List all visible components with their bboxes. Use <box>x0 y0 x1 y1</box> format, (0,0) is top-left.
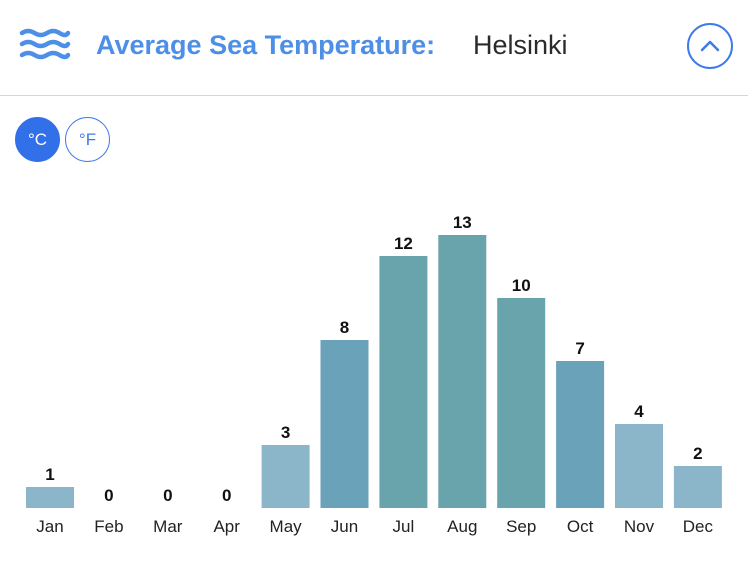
bar-value-label: 12 <box>394 234 413 253</box>
month-label: Jan <box>36 517 63 536</box>
bar-value-label: 0 <box>163 486 172 505</box>
month-label: Mar <box>153 517 183 536</box>
bar-dec[interactable] <box>673 466 722 508</box>
bar-value-label: 7 <box>575 339 584 358</box>
city-name: Helsinki <box>473 30 568 60</box>
fahrenheit-toggle[interactable]: °F <box>65 117 110 162</box>
bar-jul[interactable] <box>379 256 428 508</box>
bar-value-label: 3 <box>281 423 290 442</box>
bar-nov[interactable] <box>615 424 663 508</box>
month-label: Jul <box>393 517 415 536</box>
bar-value-label: 1 <box>45 465 54 484</box>
month-label: Apr <box>213 517 240 536</box>
bar-value-label: 0 <box>222 486 231 505</box>
month-label: Dec <box>683 517 714 536</box>
month-label: Jun <box>331 517 358 536</box>
month-label: Aug <box>447 517 477 536</box>
celsius-toggle[interactable]: °C <box>15 117 60 162</box>
bar-value-label: 4 <box>634 402 644 421</box>
bar-may[interactable] <box>261 445 310 508</box>
waves-icon <box>19 28 71 60</box>
header: Average Sea Temperature: Helsinki <box>0 0 748 96</box>
bar-jun[interactable] <box>320 340 369 508</box>
chevron-up-icon <box>700 40 720 52</box>
bar-sep[interactable] <box>497 298 546 508</box>
bar-oct[interactable] <box>556 361 605 508</box>
collapse-button[interactable] <box>687 23 733 69</box>
bar-value-label: 8 <box>340 318 349 337</box>
bar-value-label: 13 <box>453 213 472 232</box>
month-label: Nov <box>624 517 655 536</box>
bar-value-label: 10 <box>512 276 531 295</box>
bar-value-label: 2 <box>693 444 702 463</box>
sea-temperature-chart: 1 Jan 0 Feb 0 Mar 0 Apr 3 May 8 Jun 12 Jul 13 Aug 10 Sep 7… <box>26 213 722 536</box>
month-label: Feb <box>94 517 123 536</box>
bar-aug[interactable] <box>438 235 487 508</box>
page-title: Average Sea Temperature: <box>96 30 436 60</box>
month-label: Sep <box>506 517 536 536</box>
month-label: May <box>270 517 303 536</box>
month-label: Oct <box>567 517 594 536</box>
bar-value-label: 0 <box>104 486 113 505</box>
bar-jan[interactable] <box>26 487 74 508</box>
